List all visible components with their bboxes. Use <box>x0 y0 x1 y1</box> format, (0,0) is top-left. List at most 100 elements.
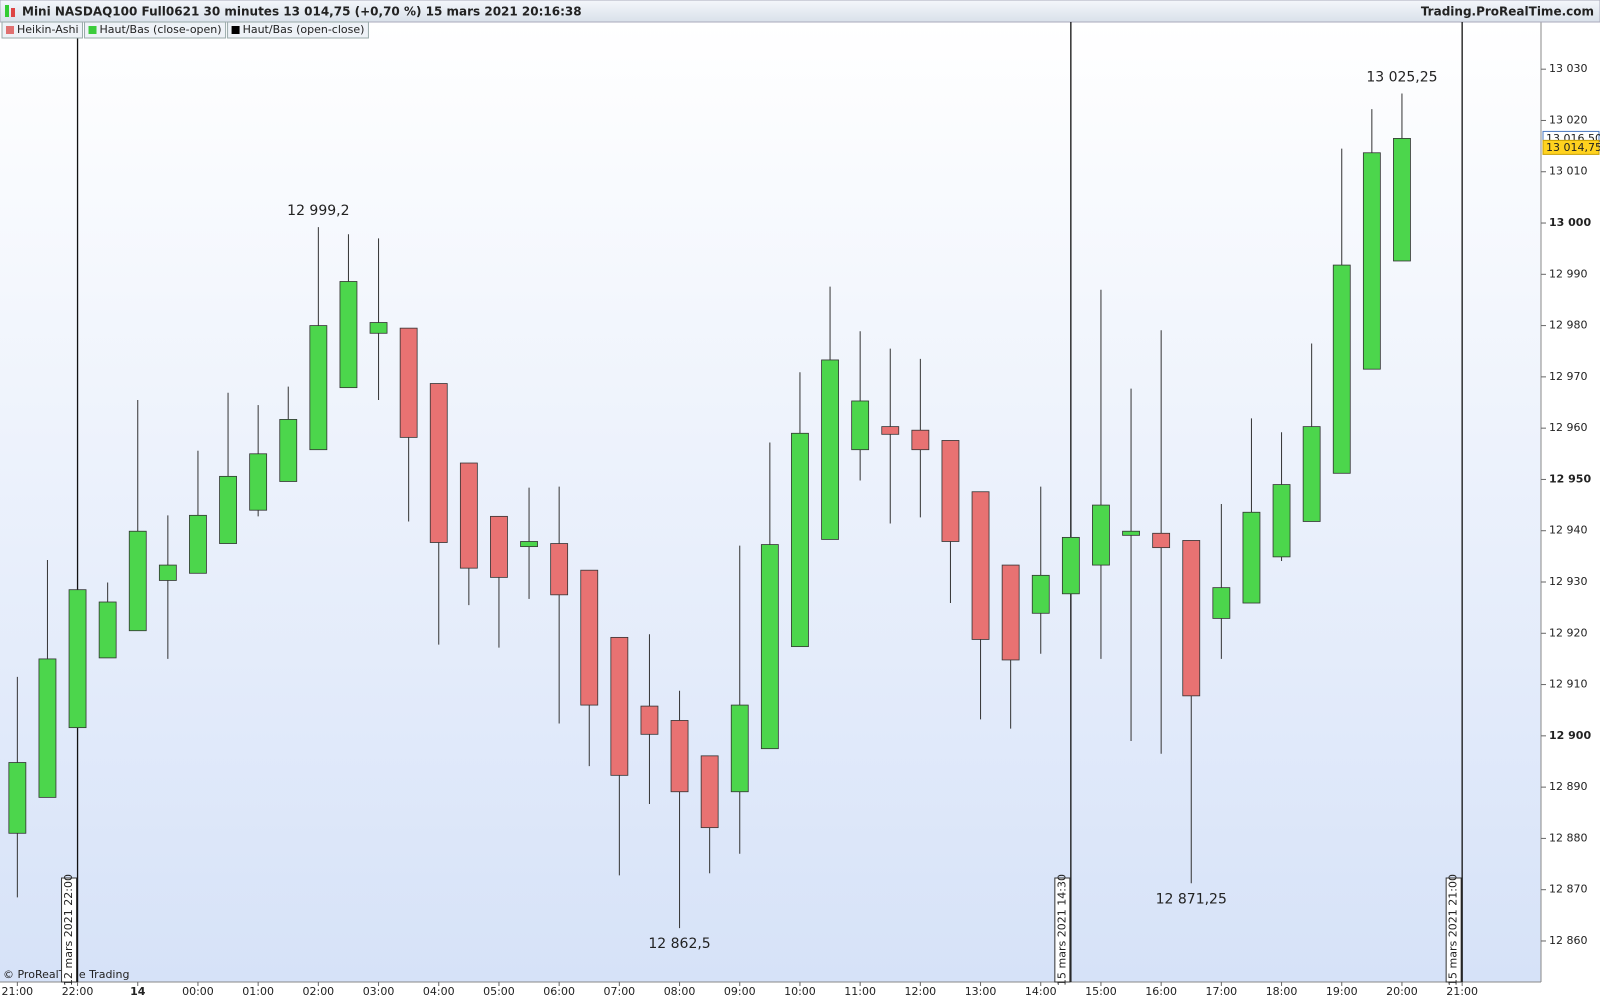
x-tick-label: 20:00 <box>1386 985 1418 998</box>
x-tick-label: 02:00 <box>302 985 334 998</box>
y-tick-label: 12 910 <box>1549 678 1588 691</box>
candle-body <box>1393 138 1411 262</box>
candle-body <box>700 755 719 829</box>
y-tick-label: 12 860 <box>1549 934 1588 947</box>
y-tick-label: 12 870 <box>1549 883 1588 896</box>
app-icon <box>11 8 15 17</box>
candle-body <box>520 541 538 548</box>
candle-body <box>1362 152 1381 370</box>
candle-body <box>1272 484 1291 558</box>
candle-body <box>490 515 508 578</box>
x-tick-label: 06:00 <box>543 985 575 998</box>
candle-body <box>98 601 117 659</box>
candle-body <box>429 383 448 543</box>
price-label: 13 014,75 <box>1546 141 1600 154</box>
candle-body <box>189 514 207 574</box>
x-tick-label: 16:00 <box>1145 985 1177 998</box>
price-label-box <box>1542 139 1600 155</box>
x-tick-label: 21:00 <box>1446 985 1478 998</box>
x-tick-label: 03:00 <box>363 985 395 998</box>
x-tick-label: 19:00 <box>1326 985 1358 998</box>
candle-body <box>971 491 990 640</box>
x-tick-label: 08:00 <box>664 985 696 998</box>
candle-body <box>730 704 749 793</box>
legend-swatch <box>231 26 240 34</box>
date-marker-label: 15 mars 2021 21:00 <box>1447 874 1460 986</box>
app-icon <box>5 5 9 17</box>
annotation: 13 025,25 <box>1366 70 1437 86</box>
candle-body <box>1302 426 1321 522</box>
date-marker-label: 15 mars 2021 14:30 <box>1055 874 1068 986</box>
annotation: 12 871,25 <box>1156 891 1227 907</box>
y-tick-label: 13 020 <box>1549 113 1588 126</box>
candle-body <box>68 589 87 729</box>
candle-body <box>941 440 960 542</box>
date-marker-label: 12 mars 2021 22:00 <box>62 874 75 986</box>
title-bar <box>0 0 1600 23</box>
candle-body <box>158 564 177 581</box>
candle-body <box>791 432 809 648</box>
x-tick-label: 04:00 <box>423 985 455 998</box>
annotation: 12 999,2 <box>287 203 349 219</box>
y-tick-label: 12 980 <box>1549 319 1588 332</box>
date-marker-box <box>1445 877 1462 983</box>
x-tick-label: 15:00 <box>1085 985 1117 998</box>
y-tick-label: 13 030 <box>1549 62 1588 75</box>
candle-body <box>128 530 147 632</box>
y-tick-label: 12 970 <box>1549 370 1588 383</box>
candle-body <box>1152 532 1171 549</box>
y-tick-label: 12 950 <box>1549 472 1591 485</box>
x-tick-label: 22:00 <box>62 985 94 998</box>
y-axis-area <box>1541 22 1600 1000</box>
legend-box <box>227 21 369 39</box>
x-tick-label: 21:00 <box>1 985 33 998</box>
x-tick-label: 10:00 <box>784 985 816 998</box>
legend-label: Heikin-Ashi <box>17 23 79 36</box>
candle-body <box>369 322 388 334</box>
legend: Heikin-Ashi Haut/Bas (close-open) Haut/Bas… <box>1 21 369 39</box>
date-marker-box <box>61 877 78 983</box>
x-tick-label: 01:00 <box>242 985 274 998</box>
legend-box <box>84 21 227 39</box>
y-tick-label: 12 930 <box>1549 575 1588 588</box>
candle-body <box>760 544 779 750</box>
candle-body <box>309 325 328 451</box>
x-tick-label: 07:00 <box>603 985 635 998</box>
candle-body <box>911 429 930 451</box>
x-axis-area <box>0 982 1541 1000</box>
candle-body <box>821 359 839 540</box>
y-tick-label: 12 890 <box>1549 780 1588 793</box>
candle-body <box>640 705 659 735</box>
x-tick-label: 14:00 <box>1025 985 1057 998</box>
candle-body <box>881 426 900 435</box>
candle-body <box>1061 536 1080 595</box>
x-tick-label: 05:00 <box>483 985 515 998</box>
legend-swatch <box>88 26 97 34</box>
candle-body <box>38 658 57 798</box>
y-tick-label: 13 000 <box>1549 216 1591 229</box>
y-tick-label: 12 960 <box>1549 421 1588 434</box>
candle-body <box>580 569 599 706</box>
candle-body <box>851 400 870 451</box>
candle-body <box>1242 511 1261 604</box>
y-tick-label: 13 010 <box>1549 165 1588 178</box>
annotation: 12 862,5 <box>648 936 710 952</box>
candle-body <box>1001 564 1020 661</box>
site-name: Trading.ProRealTime.com <box>1421 5 1594 19</box>
date-marker-box <box>1054 877 1071 983</box>
x-tick-label: 14 <box>130 985 146 998</box>
candle-body <box>1092 504 1110 566</box>
candle-body <box>249 453 268 511</box>
x-tick-label: 12:00 <box>904 985 936 998</box>
candle-body <box>459 462 478 569</box>
y-tick-label: 12 880 <box>1549 831 1588 844</box>
candle-body <box>550 543 569 596</box>
legend-swatch <box>6 26 14 34</box>
x-tick-label: 13:00 <box>965 985 997 998</box>
x-tick-label: 11:00 <box>844 985 876 998</box>
candle-body <box>1031 574 1050 614</box>
candle-body <box>610 636 629 776</box>
candle-body <box>339 281 358 389</box>
